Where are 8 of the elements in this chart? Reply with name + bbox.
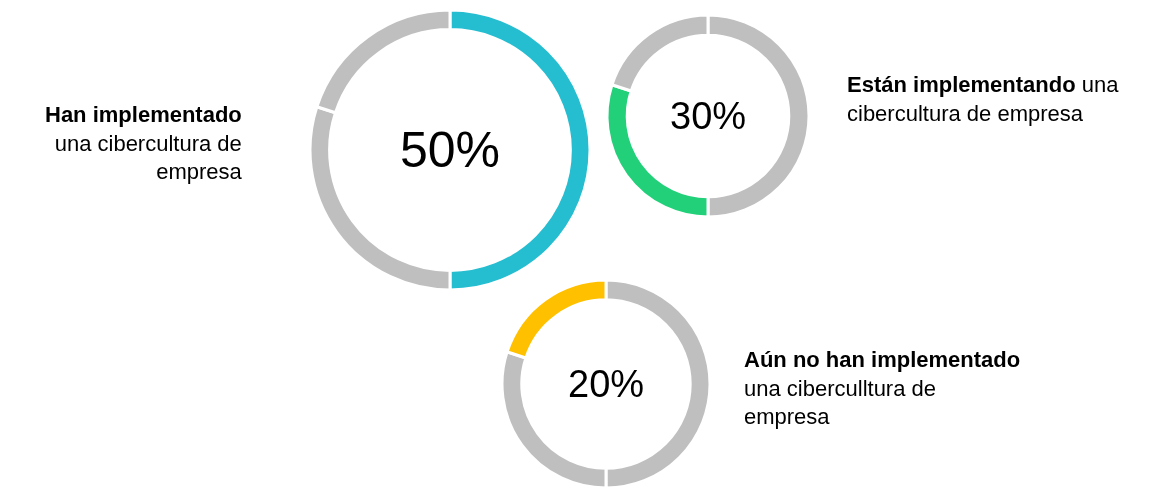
text: 20% (568, 363, 645, 405)
text: Aún no han implementado (744, 347, 1021, 372)
text: Están implementando (847, 72, 1076, 97)
text: 30% (670, 95, 747, 137)
text: Han implementado (45, 102, 242, 127)
text: una ciberculltura de empresa (744, 375, 937, 430)
text: 50% (400, 122, 501, 178)
text: una cibercultura de empresa (54, 130, 243, 185)
